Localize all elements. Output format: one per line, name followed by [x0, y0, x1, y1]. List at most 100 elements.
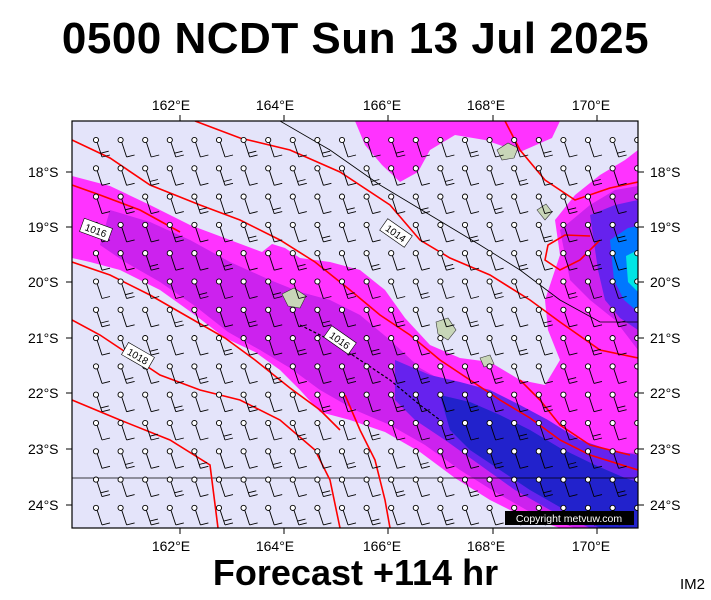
wind-barb-icon: [363, 335, 381, 356]
wind-barb-icon: [486, 476, 504, 498]
wind-barb-icon: [142, 391, 160, 413]
wind-barb-icon: [240, 391, 258, 413]
wind-barb-icon: [314, 504, 332, 526]
lon-label-bottom-170: 170°E: [572, 538, 610, 554]
wind-barb-icon: [314, 363, 332, 384]
wind-barb-icon: [289, 165, 307, 186]
wind-barb-icon: [486, 391, 504, 413]
wind-barb-icon: [265, 504, 283, 526]
wind-barb-icon: [92, 306, 111, 328]
wind-barb-icon: [215, 391, 234, 413]
lat-label-left-19: 19°S: [28, 219, 59, 235]
lon-label-top-168: 168°E: [467, 97, 505, 113]
lon-label-top-166: 166°E: [363, 97, 401, 113]
wind-barb-icon: [338, 165, 357, 186]
wind-barb-icon: [142, 448, 160, 469]
wind-barb-icon: [338, 306, 357, 328]
wind-barb-icon: [142, 504, 160, 526]
wind-barb-icon: [511, 448, 529, 469]
wind-barb-icon: [240, 476, 258, 498]
wind-barb-icon: [117, 278, 135, 299]
wind-barb-icon: [486, 448, 504, 469]
wind-barb-icon: [265, 476, 283, 498]
lat-label-left-18: 18°S: [28, 164, 59, 180]
wind-barb-icon: [511, 165, 529, 186]
wind-barb-icon: [634, 221, 638, 228]
wind-barb-icon: [609, 221, 627, 243]
wind-barb-icon: [191, 193, 209, 215]
wind-barb-icon: [437, 278, 455, 299]
wind-barb-icon: [388, 391, 406, 413]
wind-barb-icon: [240, 363, 258, 384]
wind-barb-icon: [363, 476, 381, 498]
wind-barb-icon: [166, 221, 184, 243]
wind-barb-icon: [511, 136, 529, 158]
wind-barb-icon: [486, 250, 504, 271]
wind-barb-icon: [240, 306, 258, 328]
wind-barb-icon: [511, 278, 529, 299]
wind-barb-icon: [584, 306, 603, 328]
wind-barb-icon: [511, 335, 529, 356]
wind-barb-icon: [215, 504, 234, 526]
wind-barb-icon: [560, 306, 578, 328]
lat-label-left-24: 24°S: [28, 497, 59, 513]
lat-label-right-23: 23°S: [650, 441, 681, 457]
wind-barb-icon: [535, 476, 553, 498]
wind-barb-icon: [609, 250, 627, 271]
lat-label-right-19: 19°S: [650, 219, 681, 235]
wind-barb-icon: [117, 419, 135, 441]
wind-barb-icon: [142, 306, 160, 328]
wind-barb-icon: [388, 448, 406, 469]
wind-barb-icon: [437, 363, 455, 384]
wind-barb-icon: [338, 391, 357, 413]
wind-barb-icon: [486, 335, 504, 356]
wind-barb-icon: [289, 448, 307, 469]
wind-barb-icon: [535, 221, 553, 243]
wind-barb-icon: [289, 136, 307, 158]
wind-barb-icon: [437, 193, 455, 215]
wind-barb-icon: [166, 165, 184, 186]
wind-barb-icon: [142, 476, 160, 498]
wind-barb-icon: [191, 335, 209, 356]
wind-barb-icon: [166, 278, 184, 299]
wind-barb-icon: [117, 250, 135, 271]
wind-barb-icon: [240, 448, 258, 469]
wind-barb-icon: [461, 278, 480, 299]
wind-barb-icon: [92, 419, 111, 441]
wind-barb-icon: [215, 306, 234, 328]
wind-barb-icon: [412, 221, 430, 243]
wind-barb-icon: [560, 193, 578, 215]
wind-barb-icon: [486, 278, 504, 299]
wind-barb-icon: [363, 363, 381, 384]
copyright-text: Copyright metvuw.com: [516, 513, 622, 525]
wind-barb-icon: [511, 306, 529, 328]
wind-barb-icon: [92, 193, 111, 215]
wind-barb-icon: [363, 250, 381, 271]
lat-label-right-20: 20°S: [650, 274, 681, 290]
wind-barb-icon: [363, 306, 381, 328]
wind-barb-icon: [363, 448, 381, 469]
wind-barb-icon: [338, 363, 357, 384]
wind-barb-icon: [166, 193, 184, 215]
wind-barb-icon: [166, 363, 184, 384]
wind-barb-icon: [338, 504, 357, 526]
wind-barb-icon: [117, 136, 135, 158]
wind-barb-icon: [634, 136, 638, 144]
forecast-label: Forecast +114 hr: [212, 552, 499, 593]
wind-barb-icon: [166, 391, 184, 413]
wind-barb-icon: [289, 221, 307, 243]
wind-barb-icon: [437, 504, 455, 526]
wind-barb-icon: [412, 504, 430, 526]
wind-barb-icon: [412, 476, 430, 498]
wind-barb-icon: [609, 476, 627, 498]
wind-barb-icon: [560, 419, 578, 441]
wind-barb-icon: [634, 250, 638, 257]
wind-barb-icon: [535, 136, 553, 158]
wind-barb-icon: [486, 363, 504, 384]
wind-barb-icon: [535, 363, 553, 384]
wind-barb-icon: [314, 306, 332, 328]
wind-barb-icon: [265, 363, 283, 384]
wind-barb-icon: [461, 193, 480, 215]
wind-barb-icon: [289, 363, 307, 384]
wind-barb-icon: [388, 193, 406, 215]
